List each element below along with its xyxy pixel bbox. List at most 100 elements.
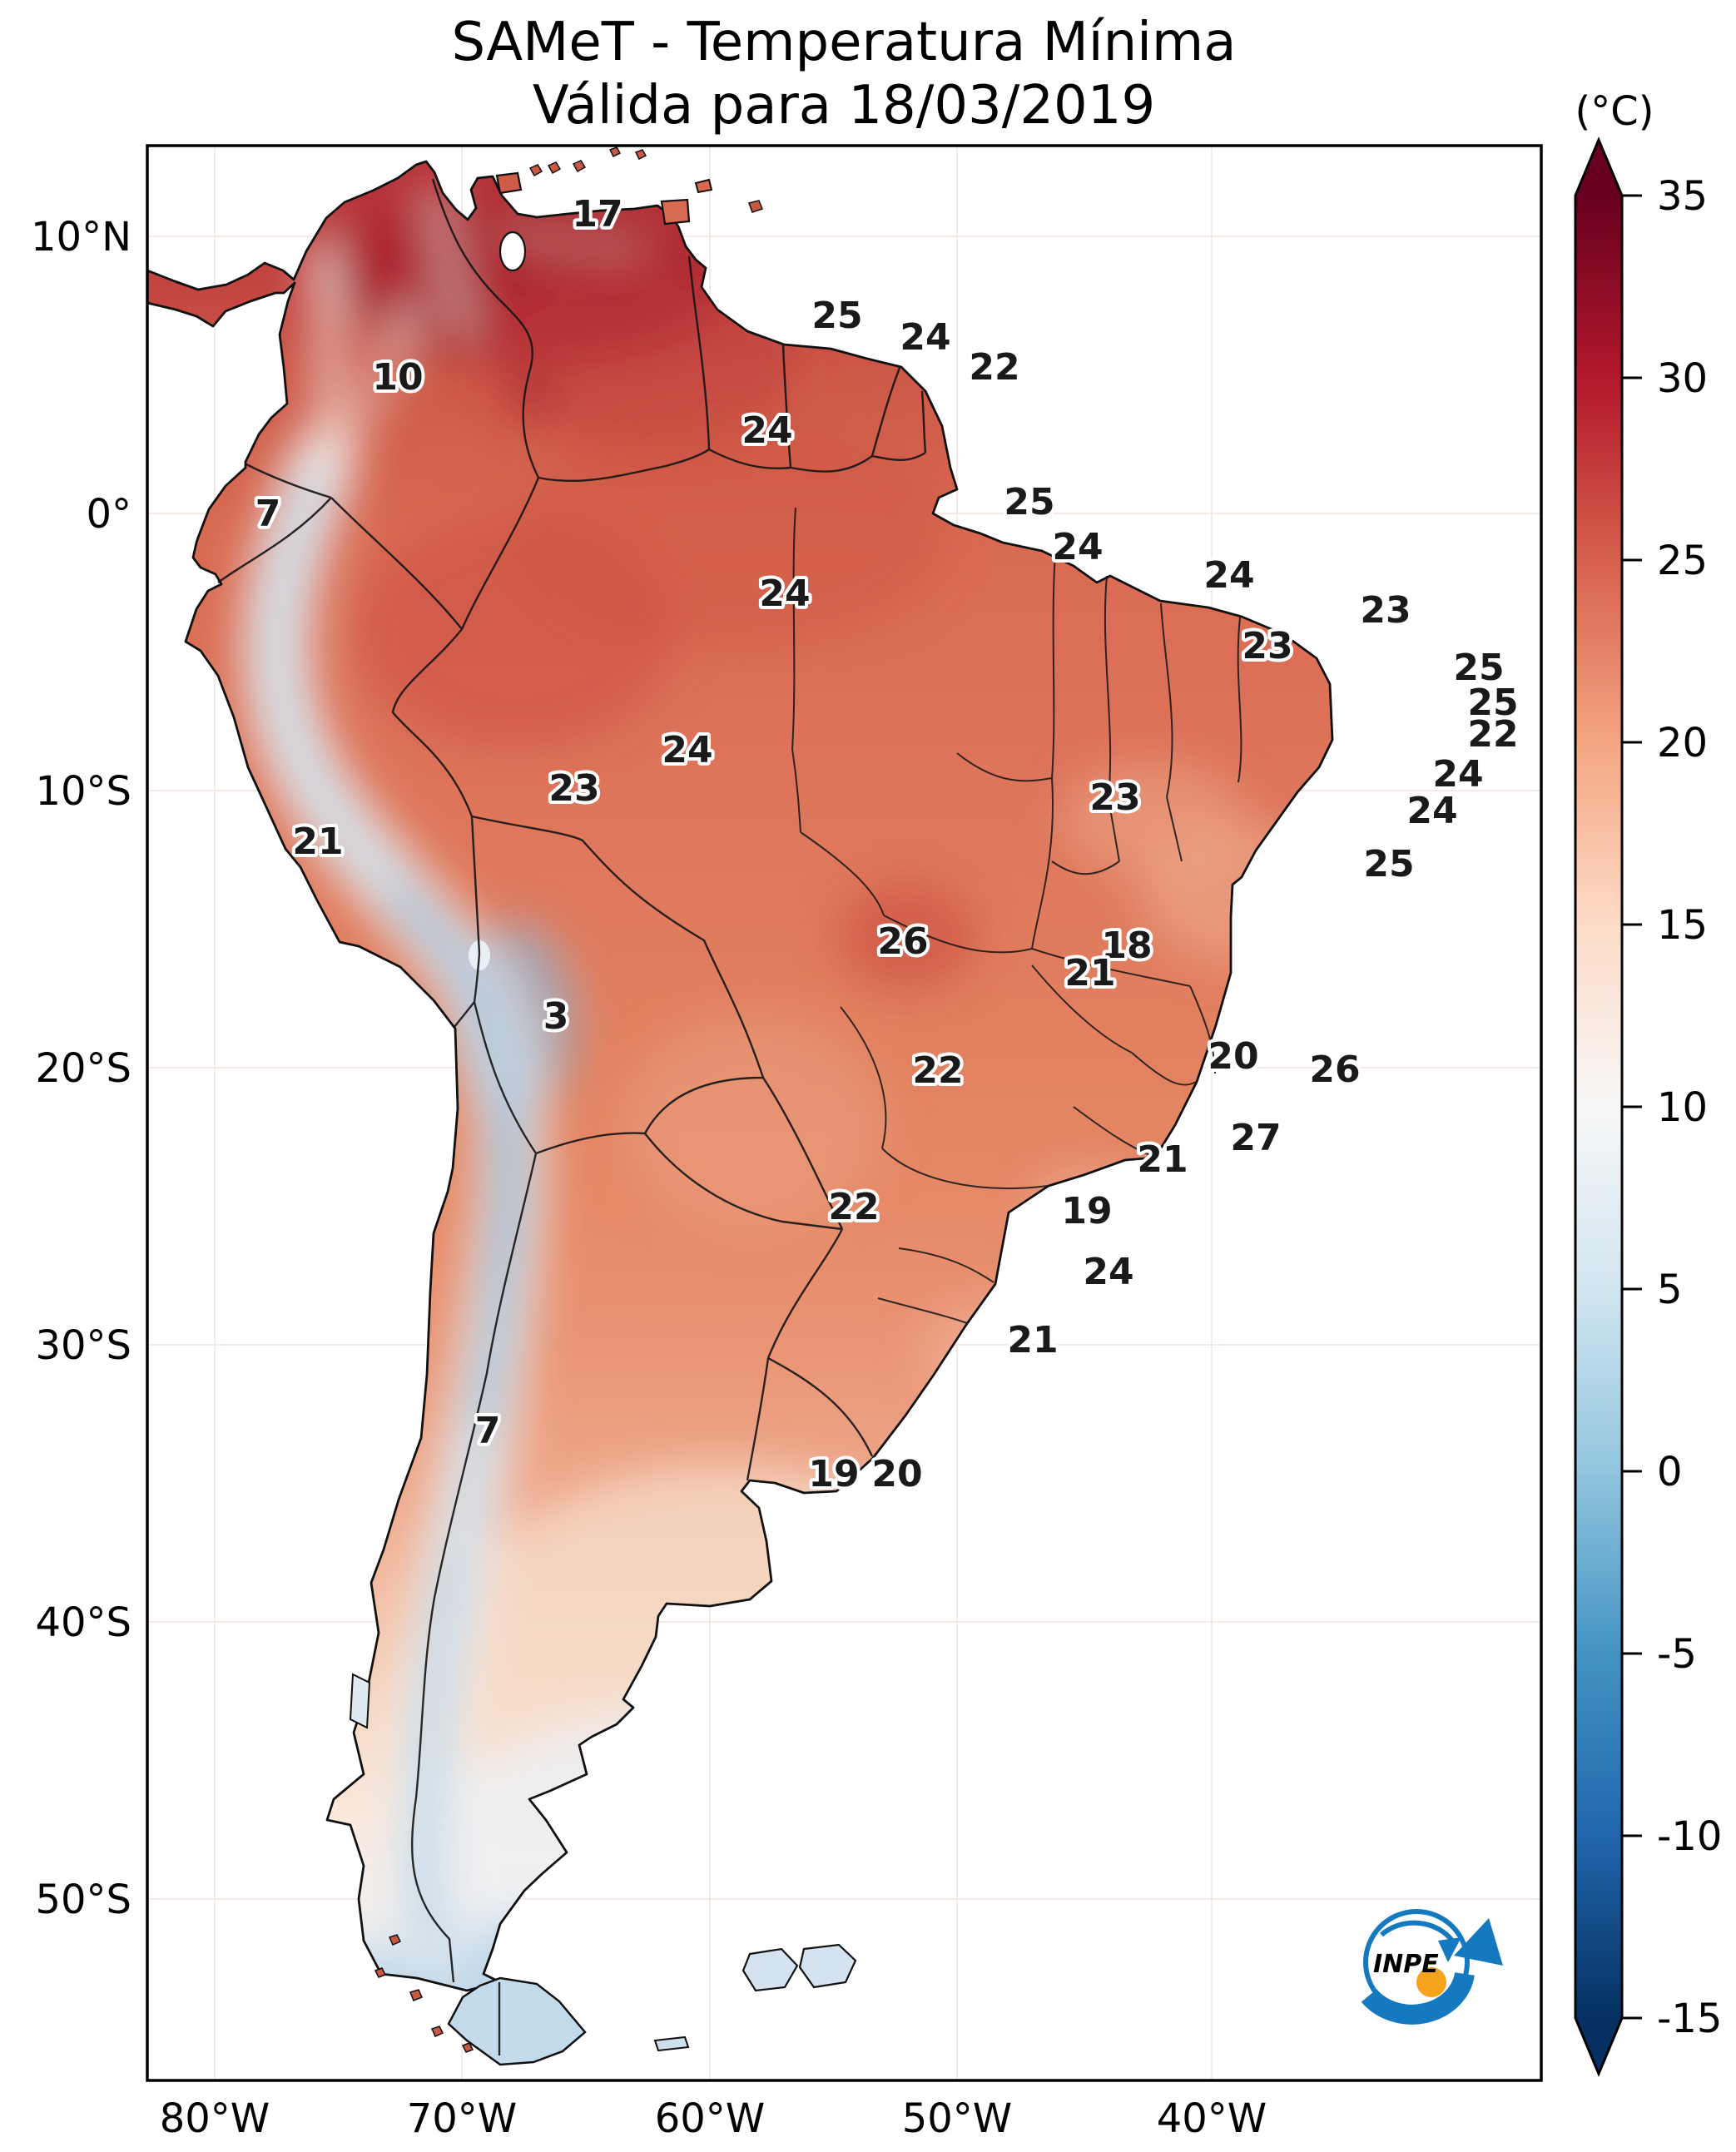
isla-de-los-estados (653, 2035, 690, 2052)
temperature-value-label: 24 (1203, 554, 1254, 597)
lon-tick-label: 50°W (902, 2095, 1013, 2142)
lat-tick-label: 30°S (35, 1322, 131, 1369)
temperature-value-label: 21 (292, 821, 343, 863)
inpe-logo-inner-hook-icon (1380, 1920, 1455, 1942)
temperature-value-label: 23 (1089, 776, 1140, 819)
andes-dark-blue-core (490, 1101, 508, 1304)
colorbar-tick-label: -5 (1657, 1631, 1697, 1678)
temperature-value-label: 20 (871, 1453, 922, 1495)
temperature-value-label: 19 (1061, 1190, 1112, 1232)
temperature-value-label: 3 (543, 995, 569, 1038)
lat-tick-label: 0° (86, 491, 131, 538)
figure-title-line2: Válida para 18/03/2019 (533, 75, 1155, 136)
temperature-value-label: 23 (548, 767, 599, 810)
inpe-logo-small-arrowhead-icon (1438, 1937, 1461, 1962)
tierra-del-fuego-island (447, 1976, 587, 2066)
inpe-logo: INPE (1361, 1909, 1503, 2025)
lon-tick-label: 60°W (655, 2095, 766, 2142)
colorbar-tick-label: 25 (1657, 538, 1708, 584)
temperature-value-label: 22 (912, 1049, 963, 1092)
map-frame (146, 144, 1543, 2082)
temperature-value-label: 26 (877, 920, 928, 963)
colorbar: (°C) 35 30 25 20 15 10 5 0 -5 -10 -15 (1574, 88, 1722, 2077)
temp-blob (514, 377, 551, 414)
colorbar-unit-label: (°C) (1575, 88, 1654, 135)
lon-tick-label: 80°W (160, 2095, 270, 2142)
temperature-value-label: 24 (1406, 790, 1457, 832)
lake-maracaibo (498, 231, 527, 272)
trinidad-island (660, 198, 691, 226)
colorbar-gradient-bar (1574, 136, 1624, 2077)
temperature-value-label: 21 (1064, 952, 1115, 994)
colombia-cordillera-ridge (307, 237, 341, 477)
temperature-value-label: 21 (1007, 1319, 1058, 1361)
chiloe-island (349, 1673, 371, 1729)
temperature-value-label: 24 (759, 573, 810, 615)
tobago-island (694, 178, 713, 194)
temperature-value-label: 27 (1230, 1117, 1281, 1159)
small-islets (374, 146, 763, 2053)
colombia-cordillera-ridge (430, 187, 474, 340)
temperature-value-label: 22 (828, 1186, 879, 1228)
inpe-logo-text: INPE (1373, 1950, 1439, 1979)
temperature-value-label: 21 (1137, 1138, 1188, 1181)
temperature-value-label: 22 (1467, 713, 1518, 756)
temperature-value-label: 25 (1004, 481, 1054, 523)
islands (349, 146, 857, 2066)
latitude-axis-ticks: 10°N 0° 10°S 20°S 30°S 40°S 50°S (31, 214, 131, 1923)
inpe-logo-orange-dot-icon (1416, 1967, 1446, 1997)
colorbar-tick-label: 15 (1657, 902, 1708, 949)
temperature-value-label: 17 (572, 193, 622, 236)
colorbar-tick-label: -15 (1657, 1996, 1722, 2042)
temperature-value-label: 23 (1242, 625, 1292, 667)
temperature-value-label: 18 (1101, 925, 1152, 967)
colorbar-tick-label: -10 (1657, 1813, 1722, 1860)
longitude-axis-ticks: 80°W 70°W 60°W 50°W 40°W (160, 2095, 1267, 2142)
temperature-value-label: 24 (742, 409, 792, 452)
falkland-west-island (742, 1947, 799, 1992)
temperature-value-label: 24 (662, 729, 712, 771)
lon-tick-label: 40°W (1157, 2095, 1267, 2142)
colorbar-tick-label: 30 (1657, 355, 1708, 402)
temperature-value-label: 25 (1467, 682, 1518, 724)
colorbar-tick-label: 5 (1657, 1267, 1683, 1313)
temperature-value-label: 24 (1052, 526, 1103, 568)
temperature-value-label: 25 (811, 295, 862, 337)
margarita-island (495, 171, 523, 195)
falkland-east-island (798, 1943, 857, 1989)
temperature-value-label: 25 (1363, 843, 1414, 885)
temp-blob (620, 1015, 886, 1232)
inpe-logo-arrow-band-icon (1361, 1971, 1475, 2025)
temperature-value-label: 20 (1208, 1035, 1258, 1078)
temperature-value-label: 7 (475, 1410, 501, 1452)
colorbar-tick-label: 10 (1657, 1084, 1708, 1131)
temperature-value-label: 24 (900, 316, 950, 359)
lat-tick-label: 20°S (35, 1045, 131, 1092)
country-borders (217, 178, 927, 2055)
temp-blob (516, 416, 949, 649)
patagonia-andes-core (414, 1556, 462, 1949)
temperature-value-label: 25 (1453, 647, 1504, 689)
figure-title-line1: SAMeT - Temperatura Mínima (452, 12, 1237, 73)
temp-blob (1061, 761, 1244, 878)
temp-blob (836, 882, 978, 990)
colorbar-tick-label: 20 (1657, 720, 1708, 766)
lat-tick-label: 40°S (35, 1599, 131, 1646)
state-borders (791, 507, 1242, 1324)
temperature-value-label: 22 (969, 346, 1019, 389)
lat-tick-label: 50°S (35, 1877, 131, 1923)
temperature-value-label: 24 (1432, 753, 1483, 796)
temperature-value-label: 26 (1309, 1049, 1360, 1091)
temperature-value-label: 10 (372, 356, 423, 399)
lat-tick-label: 10°N (31, 214, 131, 260)
lat-tick-label: 10°S (35, 768, 131, 815)
temperature-value-label: 7 (255, 493, 281, 535)
lon-tick-label: 70°W (407, 2095, 518, 2142)
colorbar-ticks: 35 30 25 20 15 10 5 0 -5 -10 -15 (1622, 173, 1722, 2042)
temperature-value-label: 24 (1083, 1251, 1133, 1293)
temperature-value-label: 19 (808, 1453, 859, 1495)
colorbar-tick-label: 0 (1657, 1449, 1683, 1495)
